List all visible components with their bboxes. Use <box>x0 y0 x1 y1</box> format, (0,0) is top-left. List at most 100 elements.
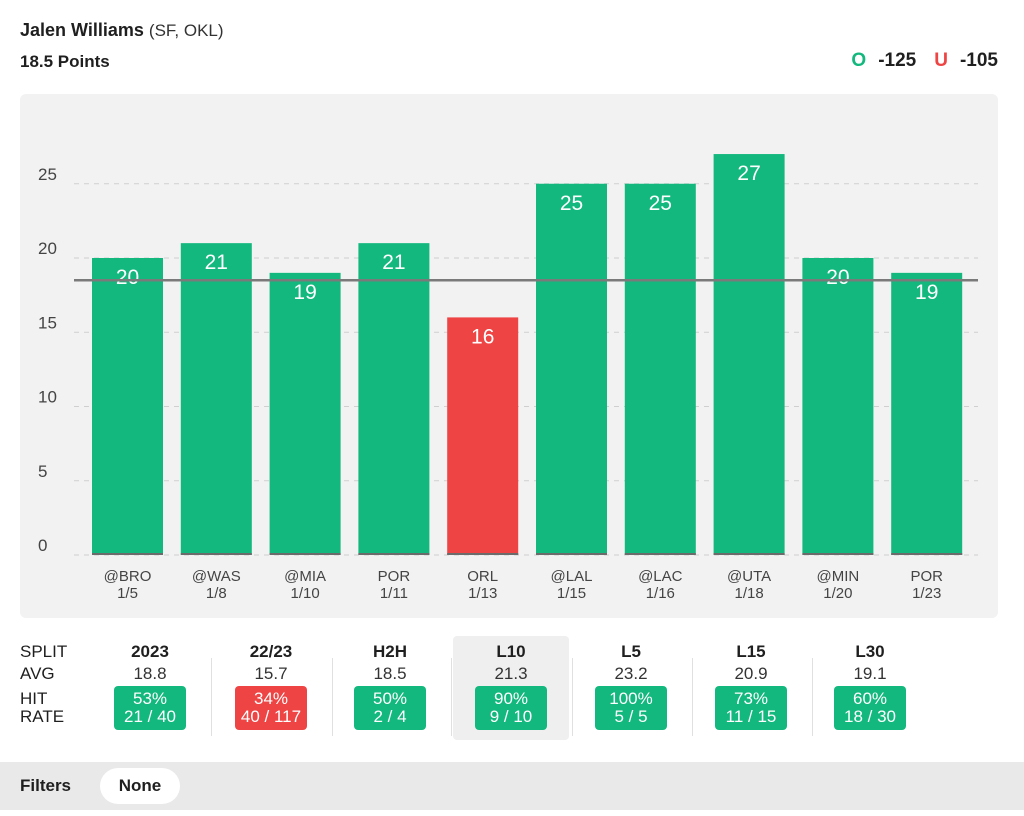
bar-value-label: 16 <box>471 325 494 348</box>
y-tick-label: 25 <box>38 165 57 184</box>
filters-label: Filters <box>20 776 72 795</box>
hit-rate-record: 9 / 10 <box>489 707 533 726</box>
split-divider <box>572 658 573 736</box>
hit-rate-record: 40 / 117 <box>240 707 302 726</box>
rate-label: RATE <box>20 707 65 726</box>
over-odds[interactable]: -125 <box>878 50 917 71</box>
x-tick-date: 1/11 <box>380 585 408 602</box>
filter-none-chip[interactable]: None <box>100 768 180 804</box>
x-tick-date: 1/10 <box>290 585 319 602</box>
bar-base <box>92 553 163 555</box>
hit-rate-label: HIT RATE <box>20 690 64 726</box>
under-odds[interactable]: -105 <box>959 50 998 71</box>
bar-10[interactable] <box>891 272 963 555</box>
split-name: L10 <box>496 642 526 661</box>
split-name: L15 <box>736 642 766 661</box>
split-avg: 20.9 <box>734 664 768 683</box>
x-tick-opponent: @UTA <box>727 568 771 585</box>
bar-value-label: 21 <box>382 251 405 274</box>
bar-5[interactable] <box>447 317 519 555</box>
split-avg: 19.1 <box>853 664 887 683</box>
bar-value-label: 27 <box>737 162 760 185</box>
split-avg: 15.7 <box>254 664 288 683</box>
bar-8[interactable] <box>713 154 785 556</box>
x-tick-date: 1/13 <box>468 585 497 602</box>
x-tick-date: 1/23 <box>912 585 941 602</box>
hit-rate-record: 5 / 5 <box>614 707 648 726</box>
split-name: H2H <box>372 642 407 661</box>
split-name: L5 <box>621 642 641 661</box>
x-tick-opponent: @MIN <box>817 568 860 585</box>
prop-header: Jalen Williams (SF, OKL) 18.5 Points O -… <box>20 18 998 78</box>
x-tick-opponent: @WAS <box>192 568 241 585</box>
x-tick-date: 1/16 <box>646 585 675 602</box>
bar-base <box>802 553 874 555</box>
bar-9[interactable] <box>802 258 874 555</box>
bar-value-label: 25 <box>560 192 583 215</box>
split-divider <box>332 658 333 736</box>
split-column-l5[interactable]: L5 23.2 100% 5 / 5 <box>573 636 689 740</box>
split-column-22-23[interactable]: 22/23 15.7 34% 40 / 117 <box>213 636 329 740</box>
hit-rate-badge: 60% 18 / 30 <box>834 686 906 730</box>
y-tick-label: 0 <box>38 536 47 555</box>
hit-rate-pct: 90% <box>493 689 529 708</box>
split-avg: 18.8 <box>133 664 167 683</box>
bar-base <box>269 553 341 555</box>
x-tick-opponent: @BRO <box>104 568 152 585</box>
bar-base <box>624 553 696 555</box>
bar-base <box>713 553 785 555</box>
bar-base <box>180 553 252 555</box>
hit-label: HIT <box>20 689 48 708</box>
hit-rate-record: 21 / 40 <box>124 707 176 726</box>
split-avg: 21.3 <box>494 664 528 683</box>
bar-value-label: 20 <box>826 266 849 289</box>
y-tick-label: 20 <box>38 239 57 258</box>
hit-rate-pct: 50% <box>372 689 408 708</box>
x-tick-opponent: POR <box>378 568 411 585</box>
split-label: SPLIT <box>20 642 68 661</box>
bar-value-label: 25 <box>649 192 672 215</box>
split-column-l30[interactable]: L30 19.1 60% 18 / 30 <box>812 636 928 740</box>
bar-value-label: 19 <box>915 281 938 304</box>
split-column-2023[interactable]: 2023 18.8 53% 21 / 40 <box>92 636 208 740</box>
hit-rate-record: 18 / 30 <box>844 707 896 726</box>
prop-line: 18.5 Points <box>20 52 110 71</box>
bar-6[interactable] <box>536 183 607 555</box>
split-divider <box>451 658 452 736</box>
hit-rate-pct: 73% <box>733 689 769 708</box>
odds-group: O -125 U -105 <box>851 50 998 72</box>
x-tick-date: 1/18 <box>734 585 763 602</box>
hit-rate-record: 2 / 4 <box>373 707 407 726</box>
filters-bar: Filters None <box>0 762 1024 810</box>
x-tick-opponent: ORL <box>467 568 498 585</box>
split-avg: 23.2 <box>614 664 648 683</box>
hit-rate-pct: 34% <box>253 689 289 708</box>
split-column-l10[interactable]: L10 21.3 90% 9 / 10 <box>453 636 569 740</box>
split-avg: 18.5 <box>373 664 407 683</box>
split-column-l15[interactable]: L15 20.9 73% 11 / 15 <box>693 636 809 740</box>
x-tick-opponent: @LAL <box>551 568 593 585</box>
hit-rate-badge: 50% 2 / 4 <box>354 686 426 730</box>
bar-3[interactable] <box>269 272 341 555</box>
x-tick-opponent: @LAC <box>638 568 683 585</box>
bar-4[interactable] <box>358 243 430 555</box>
split-column-h2h[interactable]: H2H 18.5 50% 2 / 4 <box>332 636 448 740</box>
bar-1[interactable] <box>92 258 163 555</box>
y-tick-label: 10 <box>38 388 57 407</box>
hit-rate-record: 11 / 15 <box>725 707 777 726</box>
x-tick-date: 1/5 <box>117 585 138 602</box>
x-tick-opponent: @MIA <box>284 568 326 585</box>
y-tick-label: 5 <box>38 462 47 481</box>
bar-2[interactable] <box>180 243 252 555</box>
split-name: 22/23 <box>249 642 293 661</box>
bar-value-label: 19 <box>293 281 316 304</box>
under-icon: U <box>934 50 948 71</box>
split-divider <box>211 658 212 736</box>
bar-base <box>358 553 430 555</box>
x-tick-date: 1/8 <box>206 585 227 602</box>
bar-7[interactable] <box>624 183 696 555</box>
split-name: 2023 <box>131 642 169 661</box>
bar-base <box>536 553 607 555</box>
bar-value-label: 21 <box>205 251 228 274</box>
